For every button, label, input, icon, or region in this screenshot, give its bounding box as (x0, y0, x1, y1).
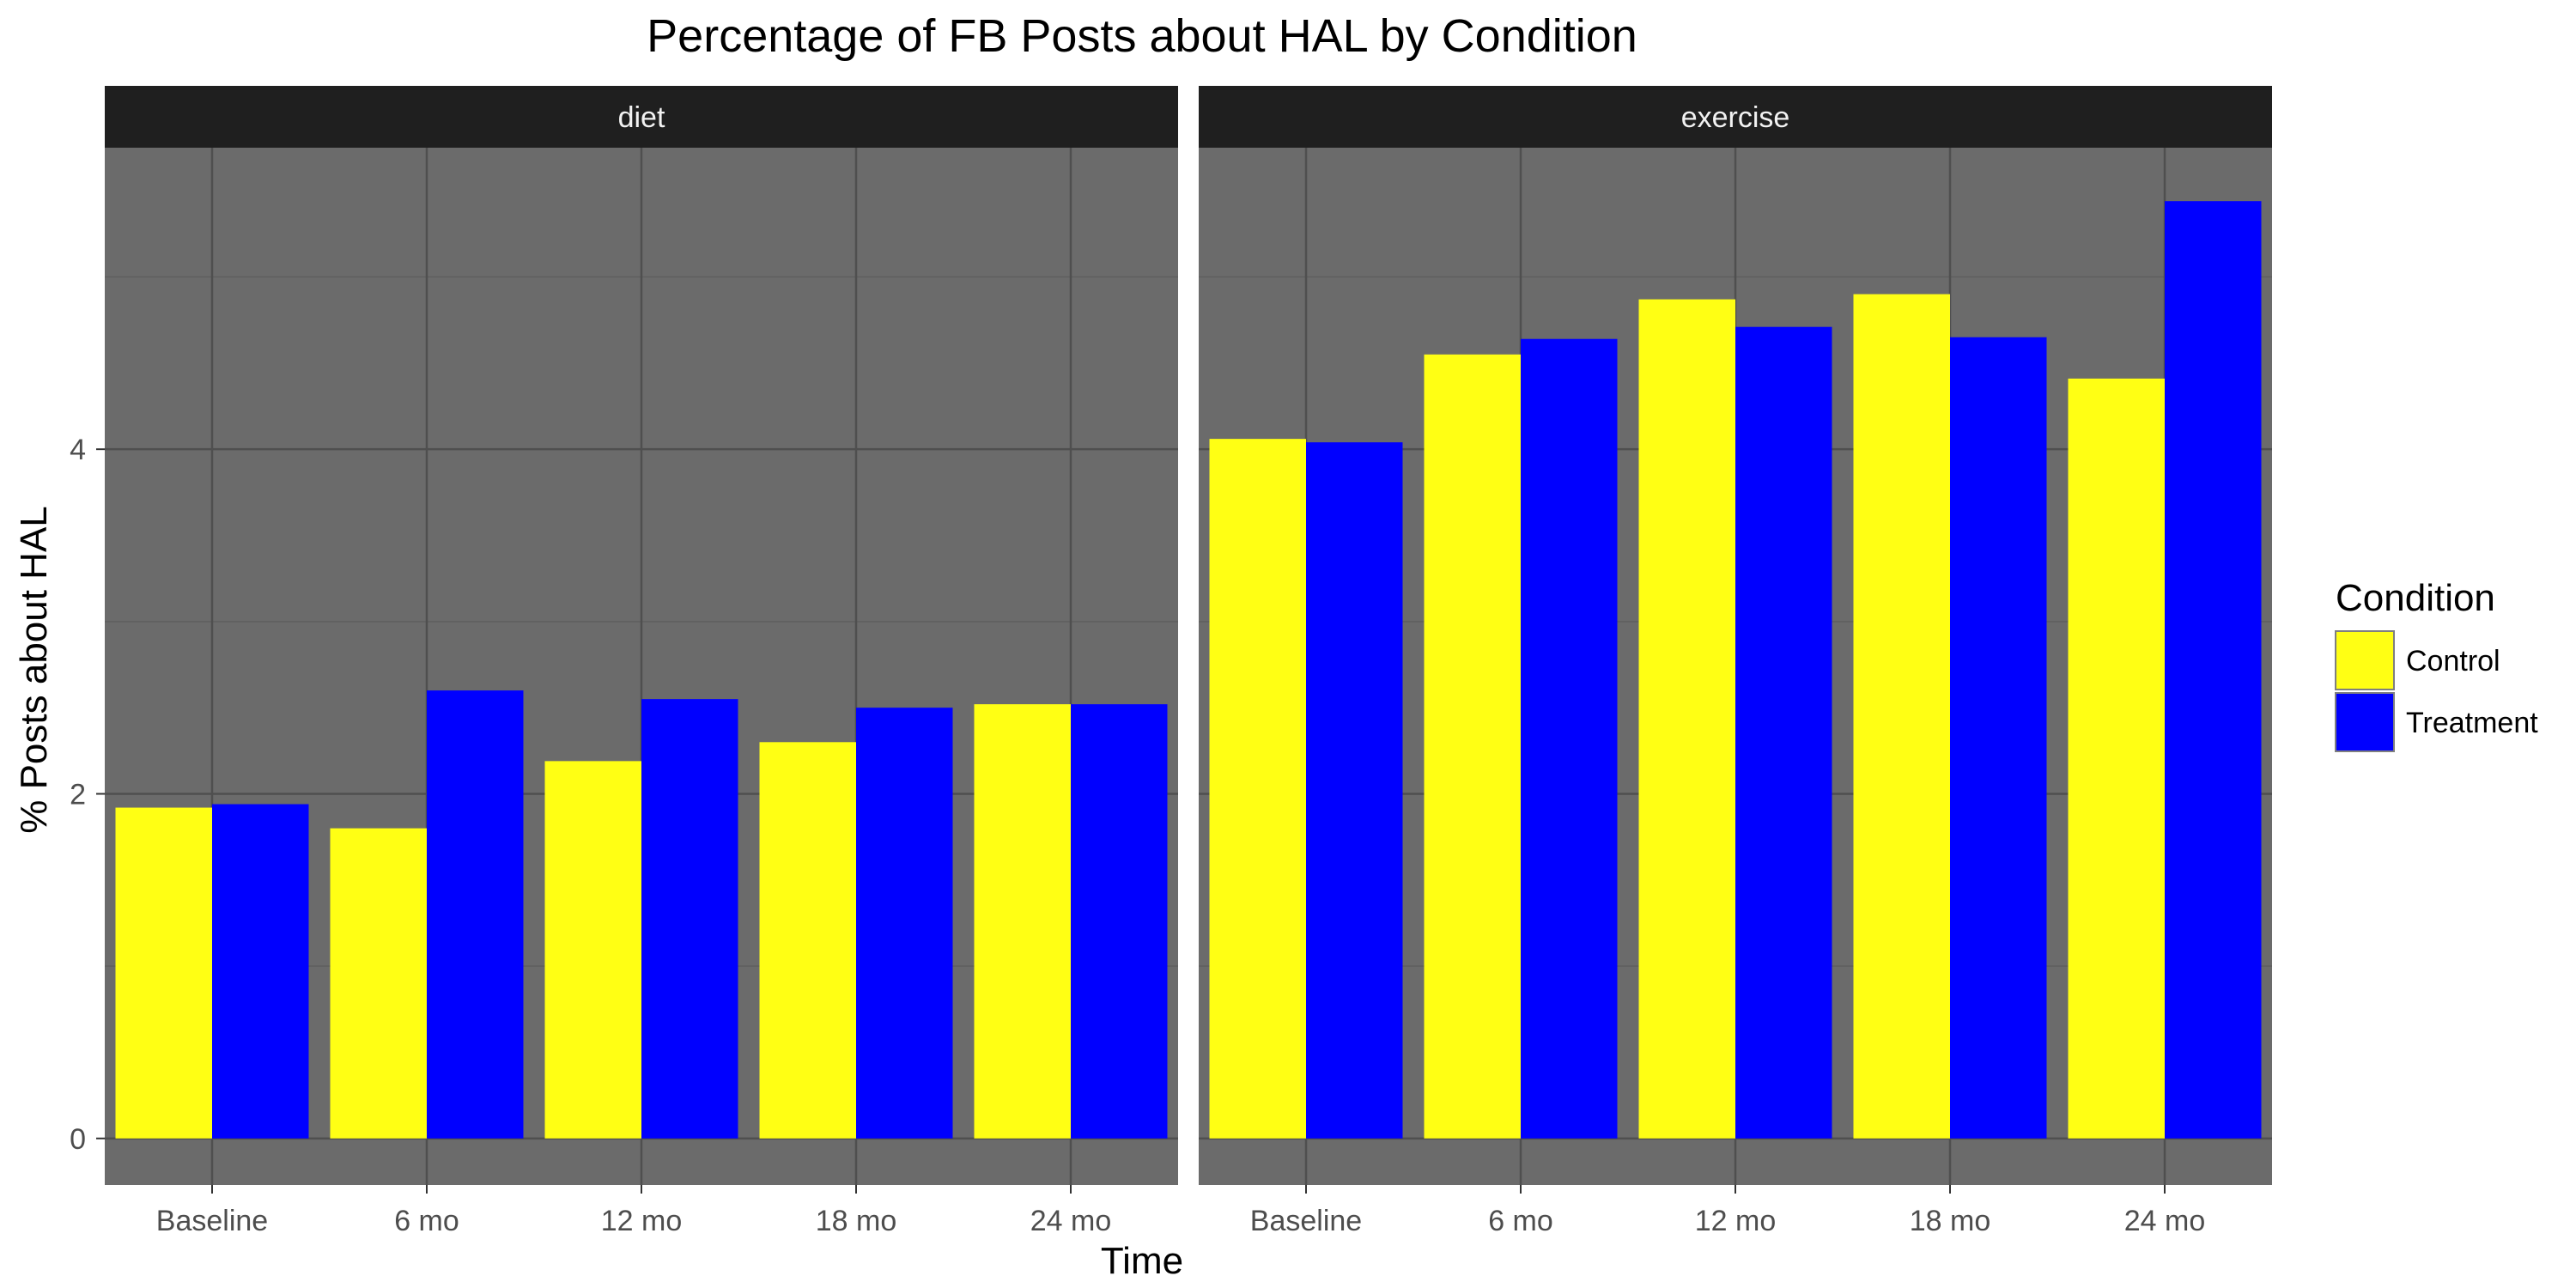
x-tick-label: 6 mo (1488, 1205, 1553, 1237)
bar-control-24-mo (2068, 378, 2165, 1139)
x-tick-label: Baseline (156, 1205, 268, 1237)
bar-control-baseline (115, 807, 212, 1139)
y-tick-label: 4 (70, 434, 86, 466)
x-axis-title: Time (1101, 1240, 1183, 1282)
facet-panel-diet: diet Baseline 6 mo 12 mo 18 mo 24 mo (105, 86, 1178, 1237)
facet-strip (1199, 86, 2272, 148)
bar-treatment-12-mo (641, 699, 738, 1139)
bar-treatment-12-mo (1735, 326, 1832, 1139)
bar-control-12-mo (544, 761, 641, 1139)
legend-label-control: Control (2406, 645, 2500, 677)
facet-strip (105, 86, 1178, 148)
x-tick-label: Baseline (1250, 1205, 1362, 1237)
y-axis-title: % Posts about HAL (13, 506, 55, 834)
bar-control-18-mo (759, 742, 856, 1139)
x-tick-label: 18 mo (816, 1205, 897, 1237)
bar-treatment-baseline (212, 804, 309, 1139)
bar-treatment-24-mo (1071, 704, 1168, 1139)
legend-label-treatment: Treatment (2406, 707, 2538, 739)
bar-treatment-baseline (1306, 442, 1403, 1139)
x-tick-label: 12 mo (601, 1205, 683, 1237)
bar-control-12-mo (1638, 299, 1735, 1139)
chart-title: Percentage of FB Posts about HAL by Cond… (647, 10, 1637, 62)
bar-treatment-24-mo (2165, 201, 2262, 1139)
legend-title: Condition (2336, 577, 2495, 619)
bar-control-baseline (1209, 439, 1306, 1139)
bar-treatment-6-mo (427, 690, 524, 1139)
facet-panels: diet Baseline 6 mo 12 mo 18 mo 24 mo exercise B… (70, 86, 2272, 1237)
y-tick-label: 0 (70, 1123, 86, 1156)
legend-swatch-treatment (2335, 692, 2395, 752)
bar-control-18-mo (1853, 294, 1950, 1139)
y-axis: 0 2 4 (70, 434, 105, 1156)
y-tick-label: 2 (70, 778, 86, 811)
x-tick-label: 24 mo (2124, 1205, 2206, 1237)
bar-treatment-6-mo (1521, 338, 1618, 1139)
x-tick-label: 18 mo (1910, 1205, 1991, 1237)
facet-strip-label: diet (618, 101, 665, 134)
bar-treatment-18-mo (856, 708, 953, 1139)
bar-control-6-mo (1424, 354, 1521, 1139)
legend: Condition Control Treatment (2335, 577, 2538, 752)
x-tick-label: 6 mo (394, 1205, 459, 1237)
x-tick-label: 24 mo (1030, 1205, 1112, 1237)
bar-treatment-18-mo (1950, 337, 2047, 1139)
bar-control-24-mo (974, 704, 1071, 1139)
x-tick-label: 12 mo (1695, 1205, 1777, 1237)
facet-strip-label: exercise (1681, 101, 1790, 134)
bar-control-6-mo (330, 828, 427, 1139)
facet-panel-exercise: exercise Baseline 6 mo 12 mo 18 mo 24 mo (1199, 86, 2272, 1237)
legend-swatch-control (2335, 630, 2395, 690)
